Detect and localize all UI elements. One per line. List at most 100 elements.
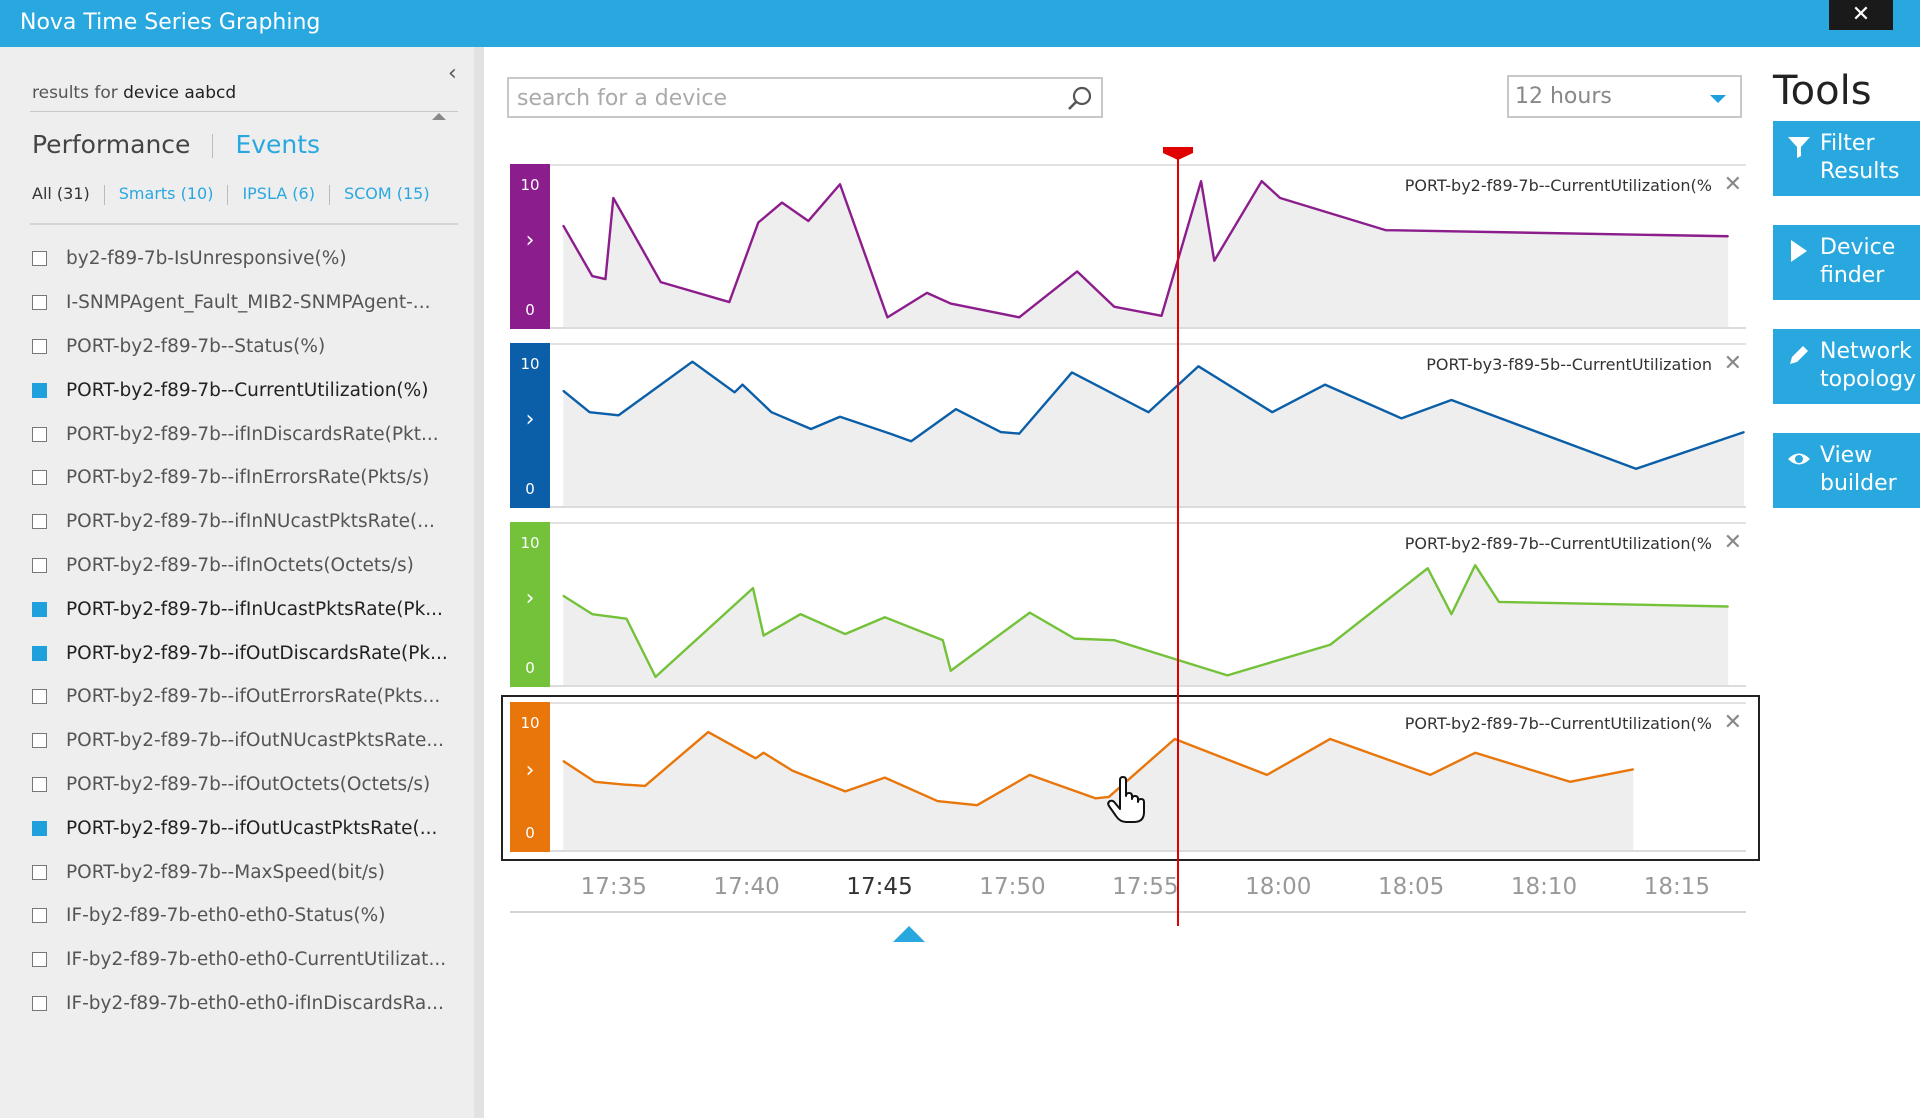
data-point — [1329, 738, 1332, 740]
filter-smarts[interactable]: Smarts (10) — [118, 184, 214, 203]
time-axis: 17:35 17:40 17:45 17:50 17:55 18:00 18:05 18:10… — [510, 860, 1746, 920]
metric-checkbox[interactable] — [32, 557, 47, 573]
filter-results-button[interactable]: Filter Results — [1773, 121, 1920, 196]
metric-label: PORT-by2-f89-7b--ifOutUcastPktsRate(... — [66, 817, 438, 839]
metric-label: PORT-by2-f89-7b--ifInOctets(Octets/s) — [66, 554, 414, 576]
metric-checkbox[interactable] — [32, 645, 47, 661]
metric-checkbox[interactable] — [32, 601, 47, 617]
metric-checkbox[interactable] — [32, 514, 47, 530]
metric-checkbox[interactable] — [32, 251, 47, 267]
metric-list-item[interactable]: IF-by2-f89-7b-eth0-eth0-CurrentUtilizat.… — [32, 938, 452, 982]
metric-checkbox[interactable] — [32, 295, 47, 311]
metric-list-item[interactable]: PORT-by2-f89-7b--ifOutDiscardsRate(Pk... — [32, 631, 452, 675]
data-point — [1450, 613, 1453, 615]
close-icon[interactable]: ✕ — [1723, 710, 1742, 735]
data-point — [762, 751, 765, 754]
chevron-right-icon[interactable]: › — [525, 407, 535, 432]
chart-panel[interactable]: 10 › 0 PORT-by2-f89-7b--CurrentUtilizati… — [510, 164, 1746, 329]
search-icon[interactable] — [1067, 85, 1093, 111]
data-point — [562, 389, 565, 392]
tab-performance[interactable]: Performance — [32, 130, 191, 159]
chevron-right-icon[interactable]: › — [525, 228, 535, 253]
filter-all[interactable]: All (31) — [32, 184, 90, 203]
data-point — [1727, 605, 1729, 608]
metric-list-item[interactable]: PORT-by2-f89-7b--CurrentUtilization(%) — [32, 368, 452, 412]
device-finder-button[interactable]: Device finder — [1773, 225, 1920, 300]
data-point — [1266, 774, 1268, 776]
filter-ipsla[interactable]: IPSLA (6) — [242, 184, 315, 203]
metric-checkbox[interactable] — [32, 382, 47, 398]
time-cursor-handle-icon[interactable] — [1162, 145, 1194, 161]
metric-list-item[interactable]: PORT-by2-f89-7b--MaxSpeed(bit/s) — [32, 850, 452, 894]
data-point — [799, 613, 802, 615]
tab-events[interactable]: Events — [235, 130, 321, 159]
y-min-label: 0 — [525, 301, 535, 319]
metric-list-item[interactable]: PORT-by2-f89-7b--Status(%) — [32, 325, 452, 369]
close-window-button[interactable]: ✕ — [1829, 0, 1893, 30]
chevron-right-icon[interactable]: › — [525, 758, 535, 783]
chart-title: PORT-by2-f89-7b--CurrentUtilization(% — [1404, 176, 1712, 195]
metric-checkbox[interactable] — [32, 908, 47, 924]
chart-panel[interactable]: 10 › 0 PORT-by3-f89-5b--CurrentUtilizati… — [510, 343, 1746, 508]
chart-plot — [550, 702, 1746, 852]
metric-list-item[interactable]: PORT-by2-f89-7b--ifInErrorsRate(Pkts/s) — [32, 456, 452, 500]
metric-checkbox[interactable] — [32, 338, 47, 354]
metric-checkbox[interactable] — [32, 820, 47, 836]
metric-checkbox[interactable] — [32, 776, 47, 792]
metric-list-item[interactable]: PORT-by2-f89-7b--ifOutNUcastPktsRate... — [32, 719, 452, 763]
metric-checkbox[interactable] — [32, 952, 47, 968]
time-marker-triangle-icon[interactable] — [892, 926, 925, 942]
metric-list-item[interactable]: PORT-by2-f89-7b--ifOutOctets(Octets/s) — [32, 763, 452, 807]
view-builder-button[interactable]: View builder — [1773, 433, 1920, 508]
hand-pointer-icon — [1107, 776, 1145, 823]
time-range-select[interactable]: 12 hours — [1507, 75, 1742, 118]
time-tick-label: 17:50 — [979, 874, 1046, 900]
metric-checkbox[interactable] — [32, 733, 47, 749]
results-heading: results for device aabcd — [32, 83, 236, 103]
metric-label: I-SNMPAgent_Fault_MIB2-SNMPAgent-... — [66, 292, 431, 314]
metric-checkbox[interactable] — [32, 864, 47, 880]
data-point — [936, 800, 939, 802]
metric-list-item[interactable]: PORT-by2-f89-7b--ifInUcastPktsRate(Pk... — [32, 587, 452, 631]
network-topology-button[interactable]: Network topology — [1773, 329, 1920, 404]
data-point — [1271, 411, 1274, 413]
metric-label: PORT-by2-f89-7b--Status(%) — [66, 335, 326, 357]
data-point — [1426, 567, 1429, 570]
data-point — [941, 639, 944, 641]
scroll-up-arrow-icon[interactable] — [432, 113, 446, 120]
search-input[interactable] — [517, 85, 1037, 111]
sidebar-scrollbar[interactable] — [474, 47, 484, 1118]
data-point — [1147, 411, 1150, 413]
close-icon[interactable]: ✕ — [1723, 530, 1742, 555]
chevron-right-icon[interactable]: › — [525, 586, 535, 611]
time-cursor-line[interactable] — [1177, 150, 1180, 926]
data-point — [1324, 383, 1326, 386]
close-icon[interactable]: ✕ — [1723, 172, 1742, 197]
filter-scom[interactable]: SCOM (15) — [343, 184, 430, 203]
metric-checkbox[interactable] — [32, 689, 47, 705]
metric-list-item[interactable]: IF-by2-f89-7b-eth0-eth0-ifInDiscardsRa..… — [32, 982, 452, 1026]
data-point — [604, 278, 607, 280]
metric-checkbox[interactable] — [32, 426, 47, 442]
metric-list-item[interactable]: PORT-by2-f89-7b--ifOutUcastPktsRate(... — [32, 806, 452, 850]
metric-list-item[interactable]: PORT-by2-f89-7b--ifInDiscardsRate(Pkt... — [32, 412, 452, 456]
metric-checkbox[interactable] — [32, 470, 47, 486]
chart-panel[interactable]: 10 › 0 PORT-by2-f89-7b--CurrentUtilizati… — [510, 702, 1746, 852]
metric-list-item[interactable]: PORT-by2-f89-7b--ifInNUcastPktsRate(... — [32, 500, 452, 544]
tool-label: Device finder — [1820, 235, 1896, 288]
data-point — [562, 594, 565, 597]
metric-label: PORT-by2-f89-7b--MaxSpeed(bit/s) — [66, 861, 385, 883]
metric-list-item[interactable]: by2-f89-7b-IsUnresponsive(%) — [32, 237, 452, 281]
chart-panel[interactable]: 10 › 0 PORT-by2-f89-7b--CurrentUtilizati… — [510, 522, 1746, 687]
time-tick-label: 17:35 — [580, 874, 647, 900]
metric-list-item[interactable]: IF-by2-f89-7b-eth0-eth0-Status(%) — [32, 894, 452, 938]
close-icon[interactable]: ✕ — [1723, 351, 1742, 376]
metric-checkbox[interactable] — [32, 995, 47, 1011]
metric-list-item[interactable]: PORT-by2-f89-7b--ifInOctets(Octets/s) — [32, 544, 452, 588]
data-point — [1197, 365, 1200, 368]
data-point — [884, 776, 886, 779]
metric-list-item[interactable]: PORT-by2-f89-7b--ifOutErrorsRate(Pkts... — [32, 675, 452, 719]
data-point — [949, 302, 952, 305]
collapse-sidebar-button[interactable]: ‹ — [448, 61, 457, 86]
metric-list-item[interactable]: I-SNMPAgent_Fault_MIB2-SNMPAgent-... — [32, 281, 452, 325]
